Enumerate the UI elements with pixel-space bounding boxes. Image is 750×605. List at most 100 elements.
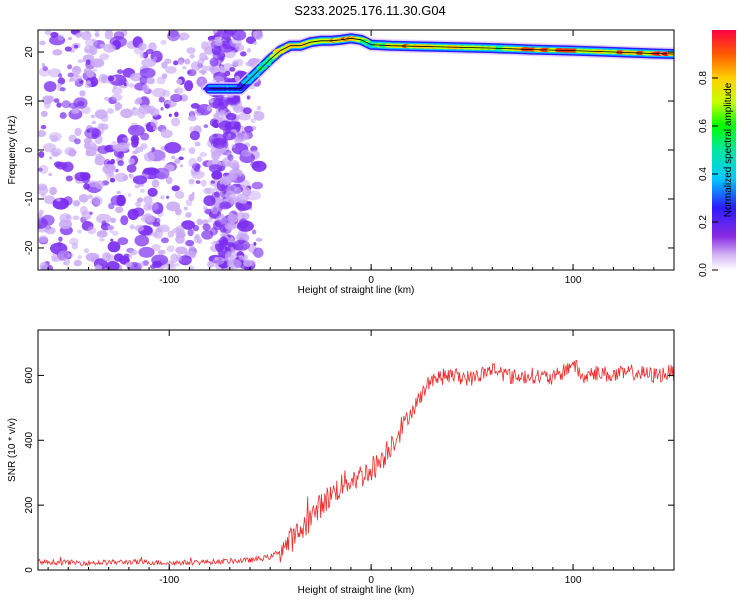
noise-blob [161, 157, 166, 161]
noise-blob [59, 87, 66, 92]
noise-blob [170, 93, 183, 103]
noise-blob [220, 183, 225, 189]
noise-blob [162, 89, 171, 97]
noise-blob [189, 110, 195, 117]
noise-blob [96, 230, 108, 238]
noise-blob [153, 126, 158, 131]
noise-blob [219, 213, 225, 219]
noise-blob [195, 180, 201, 185]
noise-blob [224, 251, 237, 261]
noise-blob [226, 259, 242, 269]
noise-blob [174, 158, 181, 164]
noise-blob [61, 161, 74, 172]
noise-blob [54, 161, 63, 168]
noise-blob [120, 108, 133, 119]
noise-blob [103, 43, 116, 53]
noise-blob [204, 56, 209, 61]
noise-blob [110, 158, 115, 165]
noise-blob [117, 151, 125, 159]
noise-blob [89, 211, 93, 215]
noise-blob [214, 38, 223, 47]
noise-blob [234, 62, 238, 66]
noise-blob [57, 34, 64, 41]
noise-blob [235, 200, 252, 211]
noise-blob [227, 133, 232, 138]
noise-blob [38, 167, 43, 172]
noise-blob [100, 114, 109, 122]
noise-blob [44, 30, 52, 36]
noise-blob [227, 223, 231, 228]
y-tick-label: -20 [24, 240, 35, 255]
noise-blob [253, 41, 257, 45]
noise-blob [243, 107, 252, 115]
noise-blob [146, 77, 155, 85]
noise-blob [74, 127, 82, 137]
noise-blob [108, 202, 115, 210]
noise-blob [184, 80, 194, 92]
colorbar-ticks: 0.0 0.2 0.4 0.6 0.8 [698, 71, 718, 277]
noise-blob [122, 175, 128, 181]
noise-blob [185, 199, 193, 207]
noise-blob [194, 141, 201, 147]
noise-blob [206, 105, 212, 112]
y-tick-label: 0 [24, 567, 35, 573]
noise-blob [106, 174, 112, 180]
noise-blob [153, 56, 158, 61]
noise-blob [151, 147, 156, 152]
noise-blob [192, 224, 200, 232]
y-tick-label: 600 [24, 367, 35, 384]
noise-blob [251, 181, 263, 190]
noise-blob [161, 73, 168, 79]
noise-blob [97, 145, 110, 155]
noise-blob [145, 48, 154, 55]
noise-blob [73, 44, 79, 49]
noise-blob [128, 83, 136, 88]
noise-blob [116, 142, 130, 152]
noise-blob [102, 163, 115, 174]
noise-blob [65, 175, 73, 182]
noise-blob [77, 229, 82, 234]
noise-blob [227, 214, 238, 224]
noise-blob [224, 184, 237, 194]
noise-blob [99, 238, 105, 242]
noise-blob [72, 66, 81, 72]
noise-blob [53, 98, 60, 103]
noise-blob [122, 137, 130, 142]
noise-blob [112, 230, 119, 236]
noise-blob [48, 172, 52, 177]
snr-ticks: -100 0 100 0 200 400 600 [24, 330, 675, 586]
noise-blob [203, 124, 209, 129]
noise-blob [176, 78, 183, 85]
noise-blob [38, 130, 46, 138]
noise-blob [240, 149, 252, 157]
noise-blob [161, 129, 166, 133]
noise-blob [87, 226, 97, 235]
noise-blob [202, 206, 208, 210]
noise-blob [65, 214, 71, 220]
noise-blob [160, 237, 169, 244]
noise-blob [150, 264, 156, 269]
noise-blob [238, 112, 252, 121]
noise-blob [210, 204, 219, 215]
noise-blob [143, 196, 153, 204]
noise-blob [245, 190, 262, 201]
noise-blob [174, 111, 179, 118]
noise-blob [107, 75, 114, 82]
noise-blob [219, 201, 232, 210]
noise-blob [84, 48, 91, 53]
noise-blob [164, 142, 182, 154]
noise-blob [189, 130, 200, 141]
noise-blob [166, 195, 170, 199]
noise-blob [150, 108, 160, 117]
noise-blob [67, 64, 73, 70]
noise-blob [81, 210, 92, 220]
noise-blob [131, 107, 140, 116]
noise-blob [111, 93, 123, 101]
noise-blob [104, 96, 110, 101]
noise-blob [166, 201, 181, 212]
noise-blob [83, 68, 91, 74]
noise-blob [219, 68, 227, 73]
noise-blob [102, 252, 111, 262]
x-tick-label: 100 [565, 575, 582, 586]
noise-blob [231, 144, 236, 149]
